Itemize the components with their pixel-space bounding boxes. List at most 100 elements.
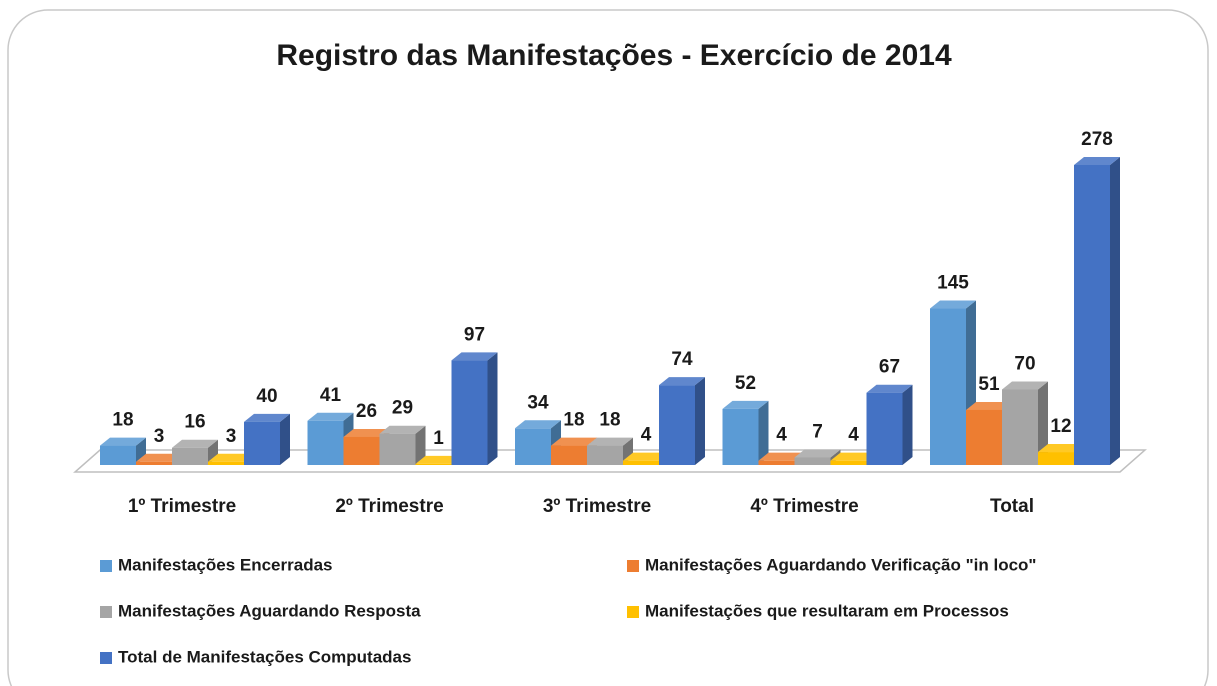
- bar-top: [587, 437, 633, 446]
- value-label: 18: [563, 410, 584, 431]
- value-label: 12: [1050, 416, 1071, 437]
- bar: [1038, 452, 1074, 465]
- bar: [244, 421, 280, 465]
- bar-top: [659, 377, 705, 386]
- bar-top: [1002, 381, 1048, 390]
- x-tick-label: 3º Trimestre: [543, 496, 651, 517]
- bar-top: [1074, 157, 1120, 165]
- value-label: 67: [879, 357, 900, 378]
- value-label: 70: [1014, 353, 1035, 374]
- legend-swatch: [100, 560, 112, 572]
- value-label: 26: [356, 401, 377, 422]
- chart-title: Registro das Manifestações - Exercício d…: [276, 39, 952, 72]
- value-label: 4: [641, 425, 652, 446]
- bar: [866, 392, 903, 465]
- bar-side: [902, 384, 913, 465]
- bar: [587, 445, 623, 465]
- bar-side: [487, 352, 498, 465]
- bar-top: [722, 400, 769, 409]
- value-label: 7: [812, 421, 823, 442]
- legend-swatch: [100, 606, 112, 618]
- bar-side: [1038, 381, 1048, 465]
- value-label: 29: [392, 398, 413, 419]
- chart-border: [7, 9, 1209, 686]
- bar-top: [136, 453, 182, 462]
- bar-top: [100, 437, 146, 446]
- value-label: 51: [978, 374, 1000, 395]
- bar: [794, 457, 831, 465]
- bar: [623, 460, 659, 465]
- bar-top: [830, 452, 877, 461]
- bar: [659, 385, 695, 465]
- bar: [100, 445, 136, 465]
- bar-top: [794, 449, 841, 458]
- bar-top: [208, 453, 254, 462]
- bar: [136, 461, 172, 465]
- bar-top: [379, 425, 426, 434]
- bar-top: [343, 428, 390, 437]
- x-tick-label: 1º Trimestre: [128, 496, 236, 517]
- bar-side: [758, 400, 769, 465]
- legend-label: Total de Manifestações Computadas: [118, 647, 411, 666]
- value-label: 41: [320, 385, 342, 406]
- bar-side: [1110, 157, 1120, 465]
- value-label: 3: [226, 426, 237, 447]
- value-label: 18: [599, 410, 620, 431]
- bar: [930, 308, 966, 465]
- bar: [307, 420, 344, 465]
- legend-swatch: [627, 606, 639, 618]
- bar: [515, 428, 551, 465]
- value-label: 4: [848, 425, 859, 446]
- x-tick-label: Total: [990, 496, 1034, 517]
- legend-swatch: [100, 652, 112, 664]
- bar-top: [866, 384, 913, 393]
- bar-top: [451, 352, 498, 361]
- bar: [758, 460, 795, 465]
- bar: [551, 445, 587, 465]
- legend-label: Manifestações Aguardando Verificação "in…: [645, 555, 1036, 574]
- bar-top: [551, 437, 597, 446]
- bar-top: [307, 412, 354, 421]
- bar: [1002, 389, 1038, 465]
- bar-top: [244, 413, 290, 422]
- legend-label: Manifestações Aguardando Resposta: [118, 601, 421, 620]
- legend-swatch: [627, 560, 639, 572]
- value-label: 278: [1081, 129, 1113, 150]
- value-label: 74: [671, 349, 693, 370]
- x-tick-label: 4º Trimestre: [750, 496, 858, 517]
- bar: [343, 436, 380, 465]
- bar: [415, 463, 452, 465]
- value-label: 40: [256, 386, 277, 407]
- bar: [1074, 165, 1110, 465]
- value-label: 52: [735, 373, 756, 394]
- bar: [172, 447, 208, 465]
- bar-top: [172, 439, 218, 448]
- bar: [966, 409, 1002, 465]
- value-label: 3: [154, 426, 165, 447]
- bar-side: [695, 377, 705, 465]
- bar-top: [415, 455, 462, 464]
- bar: [208, 461, 244, 465]
- bar-top: [515, 420, 561, 429]
- value-label: 18: [112, 410, 133, 431]
- bar-side: [415, 425, 426, 465]
- bar-top: [1038, 444, 1084, 453]
- bar-top: [758, 452, 805, 461]
- bar: [722, 408, 759, 465]
- bar-top: [930, 300, 976, 309]
- legend-label: Manifestações Encerradas: [118, 555, 333, 574]
- x-tick-label: 2º Trimestre: [335, 496, 443, 517]
- bar-top: [966, 401, 1012, 410]
- value-label: 145: [937, 273, 969, 294]
- bar: [830, 460, 867, 465]
- bar: [379, 433, 416, 465]
- value-label: 1: [433, 428, 444, 449]
- legend-label: Manifestações que resultaram em Processo…: [645, 601, 1009, 620]
- bar-top: [623, 452, 669, 461]
- bar-side: [280, 413, 290, 465]
- value-label: 4: [776, 425, 787, 446]
- value-label: 16: [184, 412, 205, 433]
- value-label: 97: [464, 324, 485, 345]
- bar: [451, 360, 488, 465]
